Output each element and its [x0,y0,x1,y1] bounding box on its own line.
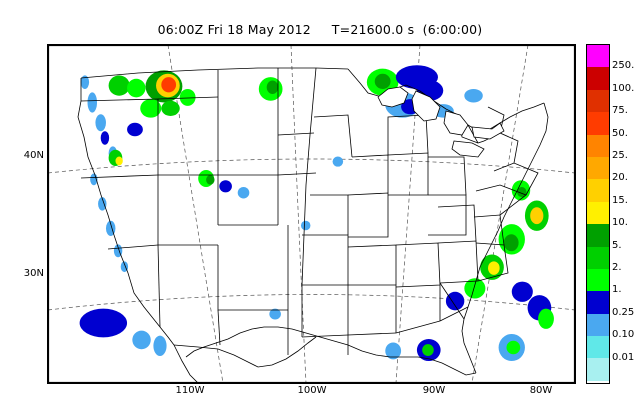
map-frame-border [48,45,575,383]
colorbar-tick: 50. [612,127,628,139]
precip-cell [488,261,500,275]
y-tick-40n: 40N [23,150,44,161]
precip-cell [237,186,250,199]
precip-cell [506,340,521,355]
map-canvas [48,45,575,383]
colorbar-tick: 2. [612,262,622,273]
precip-cell [511,281,533,302]
colorbar-segment [587,156,609,180]
colorbar-segment [587,358,609,381]
colorbar-segment [587,134,609,157]
precip-cell [108,75,130,96]
colorbar-segment [587,112,609,135]
colorbar-tick: 75. [612,105,628,117]
precip-cell [127,78,146,98]
precip-cell [538,308,554,329]
colorbar-tick: 20. [612,172,628,184]
y-tick-30n: 30N [23,268,44,279]
precip-cell [464,88,483,103]
precip-cell [422,344,434,356]
precip-cell [206,175,215,185]
precip-cell [374,73,391,89]
colorbar-segment [587,201,609,225]
colorbar-tick: 0.10 [612,329,635,341]
precip-cell [95,315,125,336]
precip-cell [115,156,123,166]
colorbar-tick: 5. [612,239,622,251]
map-plot-area [47,44,576,384]
precip-cell [530,207,544,225]
colorbar-tick: 1. [612,284,622,296]
precip-cell [445,291,465,311]
colorbar-tick: 25. [612,150,628,161]
colorbar-tick: 10. [612,217,628,229]
precip-cell [140,99,162,118]
colorbar-tick: 15. [612,194,628,206]
precip-cell [100,131,110,145]
great-lakes [377,86,505,158]
precip-cell [332,156,344,167]
precip-cell [127,122,143,137]
colorbar-tick: 100. [612,82,635,94]
x-tick-110w: 110W [175,385,205,396]
colorbar-segment [587,224,609,247]
precip-cell [87,92,98,113]
colorbar-segment [587,45,609,68]
colorbar-segment [587,291,609,314]
precip-cell [161,100,180,116]
colorbar-segment [587,268,609,292]
precip-cell [132,330,151,350]
colorbar [586,44,610,384]
precip-cell [300,220,311,231]
colorbar-segment [587,89,609,113]
precip-cell [503,234,519,252]
colorbar-segment [587,336,609,359]
x-tick-80w: 80W [529,385,553,396]
colorbar-tick: 0.25 [612,306,635,318]
precip-cell [385,342,402,360]
state-boundaries [77,67,549,383]
precipitation-field [79,65,554,362]
map-background [48,45,575,383]
figure-title: 06:00Z Fri 18 May 2012 T=21600.0 s (6:00… [157,22,483,37]
precip-cell [98,197,107,211]
precip-cell [269,308,281,320]
precip-cell [153,335,167,356]
precip-cell [266,80,279,95]
colorbar-segment [587,179,609,202]
precip-cell [95,114,106,132]
colorbar-segment [587,313,609,337]
precip-cell [179,88,196,106]
precip-cell [80,75,90,89]
precip-cell [464,278,486,299]
precip-cell [219,180,232,193]
x-tick-90w: 90W [422,385,446,396]
precip-cell [161,77,177,93]
colorbar-tick: 0.01 [612,351,635,363]
colorbar-segment [587,246,609,269]
x-tick-100w: 100W [297,385,327,396]
colorbar-segment [587,67,609,90]
colorbar-tick: 250. [612,60,635,72]
